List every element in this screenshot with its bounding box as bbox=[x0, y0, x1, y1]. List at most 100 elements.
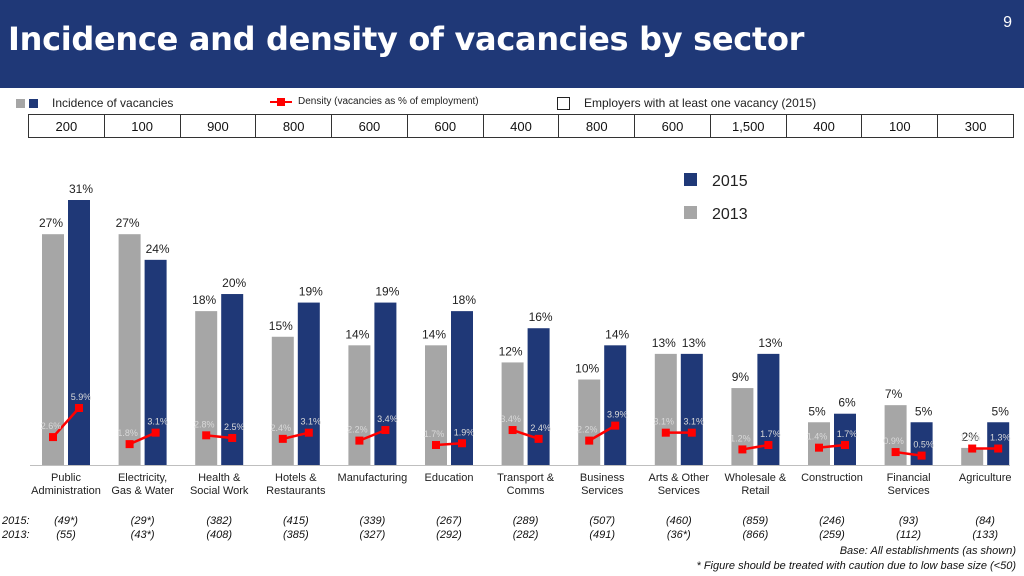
density-marker-2015 bbox=[381, 426, 390, 435]
base-2013-value: (259) bbox=[819, 529, 845, 541]
bar-2013-value-label: 14% bbox=[345, 327, 369, 341]
bases-2015-label: 2015: bbox=[2, 515, 30, 527]
density-marker-2015 bbox=[611, 421, 620, 430]
density-marker-2015 bbox=[994, 444, 1003, 453]
legend-2013-swatch bbox=[684, 206, 697, 219]
category-label: Wholesale & bbox=[725, 472, 787, 484]
legend-employers-label: Employers with at least one vacancy (201… bbox=[584, 96, 817, 110]
base-2015-value: (460) bbox=[665, 515, 692, 527]
bar-2013-value-label: 27% bbox=[39, 216, 63, 230]
bar-2015 bbox=[221, 294, 244, 465]
density-2015-label: 3.1% bbox=[147, 417, 168, 427]
density-line bbox=[435, 442, 463, 447]
density-marker-2015 bbox=[458, 439, 466, 448]
legend-2015-swatch bbox=[684, 173, 697, 186]
density-2013-label: 3.1% bbox=[654, 417, 675, 427]
category-label: Retail bbox=[741, 485, 769, 497]
legend-2013-label: 2013 bbox=[712, 206, 748, 223]
legend-incidence: Incidence of vacancies bbox=[16, 96, 173, 110]
base-2013-value: (36*) bbox=[666, 529, 691, 541]
category-label: Restaurants bbox=[266, 485, 326, 497]
base-2013-value: (55) bbox=[56, 529, 76, 541]
employers-table: 200 100 900 800 600 600 400 800 600 1,50… bbox=[28, 114, 1014, 138]
density-2015-label: 1.3% bbox=[990, 433, 1011, 443]
bar-2015-value-label: 19% bbox=[299, 285, 323, 299]
base-2013-value: (491) bbox=[589, 529, 616, 541]
base-2015-value: (339) bbox=[359, 515, 386, 527]
category-label: Social Work bbox=[190, 485, 249, 497]
density-marker-2013 bbox=[432, 441, 440, 450]
density-line bbox=[895, 450, 922, 457]
density-marker-2015 bbox=[75, 404, 83, 412]
density-2013-label: 2.6% bbox=[41, 421, 62, 431]
category-label: Construction bbox=[801, 472, 863, 484]
bar-2015 bbox=[680, 353, 703, 465]
bar-2013 bbox=[501, 362, 524, 465]
base-2015-value: (859) bbox=[742, 515, 769, 527]
employers-cell: 400 bbox=[785, 114, 863, 138]
bar-2013 bbox=[731, 388, 754, 465]
density-marker-2013 bbox=[968, 444, 977, 453]
category-label: Comms bbox=[507, 485, 545, 497]
category-label: Transport & bbox=[497, 472, 555, 484]
density-marker-2013 bbox=[355, 436, 364, 445]
bar-2013-value-label: 10% bbox=[575, 362, 599, 376]
category-label: Services bbox=[888, 485, 931, 497]
density-2013-label: 3.4% bbox=[500, 414, 521, 424]
legend-employers-box bbox=[557, 96, 570, 110]
bar-2013 bbox=[884, 405, 907, 465]
bar-2015 bbox=[144, 259, 167, 465]
bar-2015-value-label: 14% bbox=[605, 327, 629, 341]
density-line bbox=[742, 443, 769, 451]
base-2013-value: (385) bbox=[282, 529, 309, 541]
density-2013-label: 1.4% bbox=[807, 432, 828, 442]
category-label: Manufacturing bbox=[338, 472, 408, 484]
base-2013-value: (282) bbox=[512, 529, 539, 541]
category-label: Services bbox=[658, 485, 701, 497]
bar-2015-value-label: 13% bbox=[682, 336, 706, 350]
base-2015-value: (415) bbox=[282, 515, 309, 527]
bar-2013 bbox=[271, 336, 294, 465]
density-marker-2015 bbox=[687, 428, 696, 437]
density-line bbox=[52, 407, 80, 438]
employers-cell: 800 bbox=[558, 114, 636, 138]
employers-cell: 1,500 bbox=[709, 114, 787, 138]
bar-2013-value-label: 27% bbox=[116, 216, 140, 230]
density-2015-label: 5.9% bbox=[71, 392, 92, 402]
density-line bbox=[818, 443, 846, 449]
density-marker-2013 bbox=[738, 445, 747, 454]
category-label: Electricity, bbox=[118, 472, 167, 484]
bases-2013-label: 2013: bbox=[2, 529, 30, 541]
density-2015-label: 1.9% bbox=[454, 427, 475, 437]
density-2013-label: 1.2% bbox=[730, 433, 751, 443]
bar-2013 bbox=[654, 353, 677, 465]
bar-2013-value-label: 15% bbox=[269, 319, 293, 333]
bar-2013-value-label: 9% bbox=[732, 370, 750, 384]
legend-density: Density (vacancies as % of employment) bbox=[270, 96, 479, 107]
density-marker-2015 bbox=[304, 428, 313, 437]
category-label: Gas & Water bbox=[111, 485, 174, 497]
bases-2013-row: 2013: (55) (43*) (408) (385) (327) (292) (282)… bbox=[0, 529, 1024, 543]
density-2013-label: 1.8% bbox=[117, 428, 138, 438]
density-marker-2013 bbox=[891, 448, 900, 457]
density-2013-label: 2.2% bbox=[347, 425, 368, 435]
base-2013-value: (866) bbox=[742, 529, 769, 541]
density-marker-2013 bbox=[815, 443, 823, 452]
density-marker-2015 bbox=[841, 441, 849, 450]
bar-2015-value-label: 5% bbox=[992, 404, 1010, 418]
density-marker-2013 bbox=[49, 433, 57, 442]
employers-cell: 400 bbox=[482, 114, 560, 138]
category-label: Health & bbox=[198, 472, 241, 484]
density-2015-label: 0.5% bbox=[913, 440, 934, 450]
bar-2013 bbox=[961, 447, 984, 465]
bar-2015 bbox=[604, 345, 627, 465]
base-2015-value: (49*) bbox=[54, 515, 78, 527]
density-line bbox=[282, 431, 310, 441]
density-line bbox=[588, 424, 616, 442]
category-label: Arts & Other bbox=[649, 472, 710, 484]
bar-2015-value-label: 16% bbox=[529, 310, 553, 324]
bases-2015-row: 2015: (49*) (29*) (382) (415) (339) (267) (289… bbox=[0, 515, 1024, 529]
employers-cell: 300 bbox=[937, 114, 1014, 138]
density-2015-label: 3.9% bbox=[607, 410, 628, 420]
